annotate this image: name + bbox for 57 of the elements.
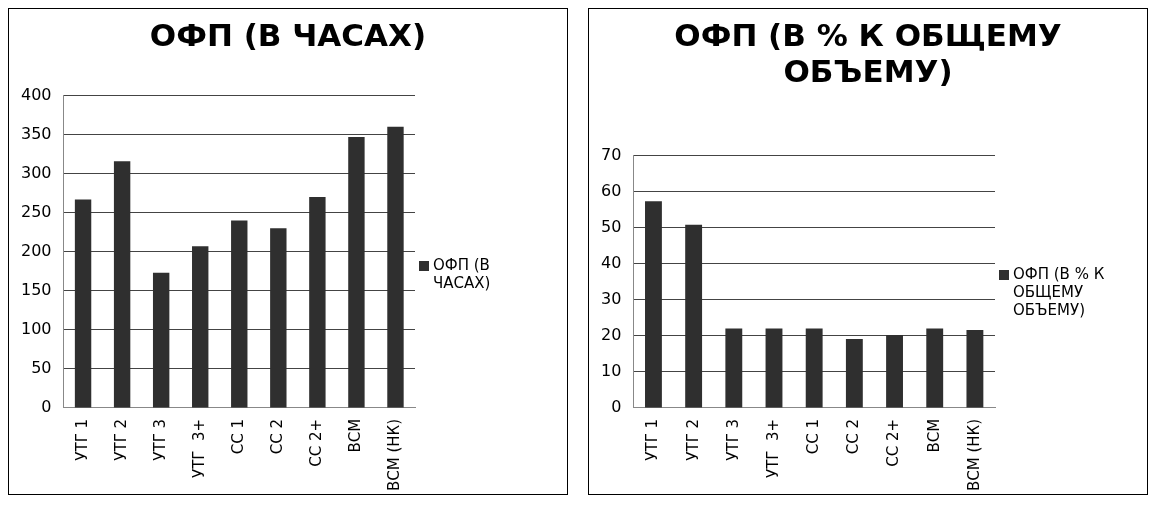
x-tick-label: СС 1 (804, 418, 823, 455)
x-tick-label: УТГ 1 (72, 418, 91, 461)
y-tick-label: 300 (20, 162, 52, 182)
y-tick-label: 20 (601, 324, 622, 344)
bar (886, 335, 903, 408)
x-tick-label: ВСМ (НК) (385, 418, 404, 491)
bar (725, 328, 743, 408)
y-tick-label: 30 (601, 288, 622, 308)
y-tick-label: 0 (611, 397, 622, 417)
x-tick-label: ВСМ (924, 418, 943, 453)
chart-title: ОФП (В ЧАСАХ) (148, 16, 428, 53)
y-tick-label: 100 (20, 318, 52, 338)
x-tick-label: УТГ 2 (683, 418, 702, 461)
bar (926, 328, 944, 408)
y-tick-label: 150 (20, 279, 52, 299)
bar (765, 328, 783, 408)
y-tick-label: 70 (601, 144, 622, 164)
x-tick-label: СС 1 (229, 418, 248, 455)
y-tick-label: 40 (601, 252, 622, 272)
x-tick-label: СС 2+ (884, 418, 903, 467)
x-tick-label: УТГ 2 (112, 418, 131, 461)
x-tick-label: УТГ 3 (151, 418, 170, 461)
y-tick-label: 250 (20, 201, 52, 221)
x-tick-label: УТГ 3+ (763, 418, 782, 478)
bar (645, 201, 662, 408)
y-tick-label: 50 (601, 216, 622, 236)
x-tick-label: СС 2 (844, 418, 863, 455)
bar (845, 339, 863, 408)
bar (152, 272, 170, 408)
y-tick-label: 0 (41, 397, 52, 417)
bar (113, 161, 131, 408)
y-tick-label: 60 (601, 180, 622, 200)
x-tick-label: ВСМ (НК) (964, 418, 983, 491)
x-tick-label: УТГ 1 (643, 418, 662, 461)
bar (270, 228, 287, 408)
bar (74, 199, 92, 408)
bar (309, 197, 326, 408)
x-tick-label: ВСМ (346, 418, 365, 453)
x-tick-label: СС 2 (268, 418, 287, 455)
y-tick-label: 10 (601, 361, 622, 381)
chart-title: ОФП (В % К ОБЩЕМУ ОБЪЕМУ) (673, 16, 1063, 89)
y-tick-label: 200 (20, 240, 52, 260)
x-tick-label: СС 2+ (307, 418, 326, 467)
bar (805, 328, 823, 408)
y-tick-label: 350 (20, 123, 52, 143)
y-tick-label: 400 (20, 84, 52, 104)
bar (231, 220, 248, 408)
bar (387, 126, 404, 408)
x-tick-label: УТГ 3+ (190, 418, 209, 478)
y-tick-label: 50 (31, 358, 52, 378)
bar (685, 224, 703, 408)
bar (348, 136, 365, 408)
x-tick-label: УТГ 3 (723, 418, 742, 461)
legend-label: ОФП (В ЧАСАХ) (433, 255, 492, 292)
legend-label: ОФП (В % К ОБЩЕМУ ОБЪЕМУ) (1013, 264, 1106, 319)
bar (966, 330, 984, 408)
bar (192, 246, 209, 408)
